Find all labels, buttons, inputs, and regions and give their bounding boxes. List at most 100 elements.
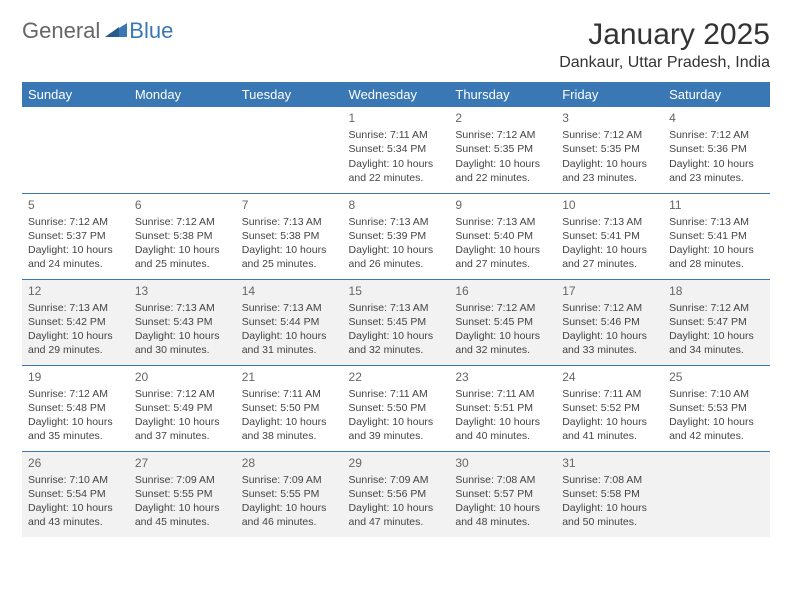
day-number: 16 — [455, 283, 550, 299]
calendar-day-cell: 20Sunrise: 7:12 AMSunset: 5:49 PMDayligh… — [129, 365, 236, 451]
daylight-text: Daylight: 10 hours and 46 minutes. — [242, 501, 337, 529]
daylight-text: Daylight: 10 hours and 23 minutes. — [669, 157, 764, 185]
title-block: January 2025 Dankaur, Uttar Pradesh, Ind… — [559, 18, 770, 72]
sunrise-text: Sunrise: 7:12 AM — [562, 301, 657, 315]
daylight-text: Daylight: 10 hours and 22 minutes. — [455, 157, 550, 185]
daylight-text: Daylight: 10 hours and 40 minutes. — [455, 415, 550, 443]
calendar-day-cell: 23Sunrise: 7:11 AMSunset: 5:51 PMDayligh… — [449, 365, 556, 451]
calendar-day-cell: 26Sunrise: 7:10 AMSunset: 5:54 PMDayligh… — [22, 451, 129, 537]
day-number: 21 — [242, 369, 337, 385]
sunrise-text: Sunrise: 7:11 AM — [562, 387, 657, 401]
calendar-week-row: 19Sunrise: 7:12 AMSunset: 5:48 PMDayligh… — [22, 365, 770, 451]
daylight-text: Daylight: 10 hours and 31 minutes. — [242, 329, 337, 357]
daylight-text: Daylight: 10 hours and 45 minutes. — [135, 501, 230, 529]
daylight-text: Daylight: 10 hours and 23 minutes. — [562, 157, 657, 185]
calendar-day-cell: 5Sunrise: 7:12 AMSunset: 5:37 PMDaylight… — [22, 193, 129, 279]
day-number: 29 — [349, 455, 444, 471]
sunrise-text: Sunrise: 7:12 AM — [669, 301, 764, 315]
day-number: 14 — [242, 283, 337, 299]
sunrise-text: Sunrise: 7:10 AM — [28, 473, 123, 487]
day-number: 27 — [135, 455, 230, 471]
sunset-text: Sunset: 5:55 PM — [242, 487, 337, 501]
sunset-text: Sunset: 5:46 PM — [562, 315, 657, 329]
day-number: 15 — [349, 283, 444, 299]
sunset-text: Sunset: 5:47 PM — [669, 315, 764, 329]
daylight-text: Daylight: 10 hours and 27 minutes. — [455, 243, 550, 271]
weekday-header: Friday — [556, 82, 663, 107]
weekday-header-row: Sunday Monday Tuesday Wednesday Thursday… — [22, 82, 770, 107]
calendar-day-cell: 19Sunrise: 7:12 AMSunset: 5:48 PMDayligh… — [22, 365, 129, 451]
day-number: 8 — [349, 197, 444, 213]
day-number: 11 — [669, 197, 764, 213]
logo-triangle-icon — [105, 21, 127, 42]
sunset-text: Sunset: 5:51 PM — [455, 401, 550, 415]
sunset-text: Sunset: 5:39 PM — [349, 229, 444, 243]
calendar-day-cell: 17Sunrise: 7:12 AMSunset: 5:46 PMDayligh… — [556, 279, 663, 365]
weekday-header: Saturday — [663, 82, 770, 107]
sunrise-text: Sunrise: 7:09 AM — [242, 473, 337, 487]
calendar-day-cell: 24Sunrise: 7:11 AMSunset: 5:52 PMDayligh… — [556, 365, 663, 451]
sunset-text: Sunset: 5:45 PM — [349, 315, 444, 329]
daylight-text: Daylight: 10 hours and 28 minutes. — [669, 243, 764, 271]
sunset-text: Sunset: 5:44 PM — [242, 315, 337, 329]
header: General Blue January 2025 Dankaur, Uttar… — [22, 18, 770, 72]
sunset-text: Sunset: 5:35 PM — [455, 142, 550, 156]
weekday-header: Monday — [129, 82, 236, 107]
daylight-text: Daylight: 10 hours and 42 minutes. — [669, 415, 764, 443]
daylight-text: Daylight: 10 hours and 37 minutes. — [135, 415, 230, 443]
daylight-text: Daylight: 10 hours and 41 minutes. — [562, 415, 657, 443]
day-number: 18 — [669, 283, 764, 299]
sunrise-text: Sunrise: 7:08 AM — [455, 473, 550, 487]
calendar-table: Sunday Monday Tuesday Wednesday Thursday… — [22, 82, 770, 537]
sunrise-text: Sunrise: 7:13 AM — [242, 301, 337, 315]
sunrise-text: Sunrise: 7:08 AM — [562, 473, 657, 487]
sunset-text: Sunset: 5:42 PM — [28, 315, 123, 329]
day-number: 1 — [349, 110, 444, 126]
day-number: 24 — [562, 369, 657, 385]
sunrise-text: Sunrise: 7:13 AM — [562, 215, 657, 229]
calendar-week-row: 12 Sunrise: 7:13 AM Sunset: 5:42 PM Dayligh… — [22, 279, 770, 365]
calendar-day-cell: 1Sunrise: 7:11 AMSunset: 5:34 PMDaylight… — [343, 107, 450, 193]
calendar-day-cell — [236, 107, 343, 193]
daylight-text: Daylight: 10 hours and 32 minutes. — [349, 329, 444, 357]
daylight-text: Daylight: 10 hours and 43 minutes. — [28, 501, 123, 529]
sunset-text: Sunset: 5:57 PM — [455, 487, 550, 501]
daylight-text: Daylight: 10 hours and 22 minutes. — [349, 157, 444, 185]
sunset-text: Sunset: 5:50 PM — [349, 401, 444, 415]
sunset-text: Sunset: 5:37 PM — [28, 229, 123, 243]
calendar-day-cell: 11Sunrise: 7:13 AMSunset: 5:41 PMDayligh… — [663, 193, 770, 279]
daylight-text: Daylight: 10 hours and 47 minutes. — [349, 501, 444, 529]
calendar-day-cell: 25Sunrise: 7:10 AMSunset: 5:53 PMDayligh… — [663, 365, 770, 451]
sunrise-text: Sunrise: 7:12 AM — [455, 301, 550, 315]
month-title: January 2025 — [559, 18, 770, 52]
day-number: 20 — [135, 369, 230, 385]
location: Dankaur, Uttar Pradesh, India — [559, 54, 770, 72]
daylight-text: Daylight: 10 hours and 25 minutes. — [242, 243, 337, 271]
calendar-day-cell: 18Sunrise: 7:12 AMSunset: 5:47 PMDayligh… — [663, 279, 770, 365]
day-number: 31 — [562, 455, 657, 471]
sunrise-text: Sunrise: 7:10 AM — [669, 387, 764, 401]
daylight-text: Daylight: 10 hours and 30 minutes. — [135, 329, 230, 357]
daylight-text: Daylight: 10 hours and 26 minutes. — [349, 243, 444, 271]
calendar-week-row: 26Sunrise: 7:10 AMSunset: 5:54 PMDayligh… — [22, 451, 770, 537]
day-number: 5 — [28, 197, 123, 213]
sunset-text: Sunset: 5:49 PM — [135, 401, 230, 415]
calendar-day-cell: 30Sunrise: 7:08 AMSunset: 5:57 PMDayligh… — [449, 451, 556, 537]
calendar-day-cell: 21Sunrise: 7:11 AMSunset: 5:50 PMDayligh… — [236, 365, 343, 451]
calendar-week-row: 5Sunrise: 7:12 AMSunset: 5:37 PMDaylight… — [22, 193, 770, 279]
sunset-text: Sunset: 5:38 PM — [135, 229, 230, 243]
sunrise-text: Sunrise: 7:13 AM — [349, 215, 444, 229]
day-number: 12 — [28, 283, 123, 299]
sunrise-text: Sunrise: 7:12 AM — [455, 128, 550, 142]
sunrise-text: Sunrise: 7:11 AM — [242, 387, 337, 401]
calendar-day-cell: 14 Sunrise: 7:13 AMSunset: 5:44 PMDayligh… — [236, 279, 343, 365]
sunset-text: Sunset: 5:41 PM — [562, 229, 657, 243]
weekday-header: Tuesday — [236, 82, 343, 107]
logo-text-general: General — [22, 18, 100, 44]
calendar-week-row: 1Sunrise: 7:11 AMSunset: 5:34 PMDaylight… — [22, 107, 770, 193]
sunset-text: Sunset: 5:38 PM — [242, 229, 337, 243]
calendar-day-cell: 12Sunrise: 7:13 AMSunset: 5:42 PMDayligh… — [22, 279, 129, 365]
calendar-day-cell: 7Sunrise: 7:13 AMSunset: 5:38 PMDaylight… — [236, 193, 343, 279]
sunrise-text: Sunrise: 7:11 AM — [349, 128, 444, 142]
daylight-text: Daylight: 10 hours and 38 minutes. — [242, 415, 337, 443]
